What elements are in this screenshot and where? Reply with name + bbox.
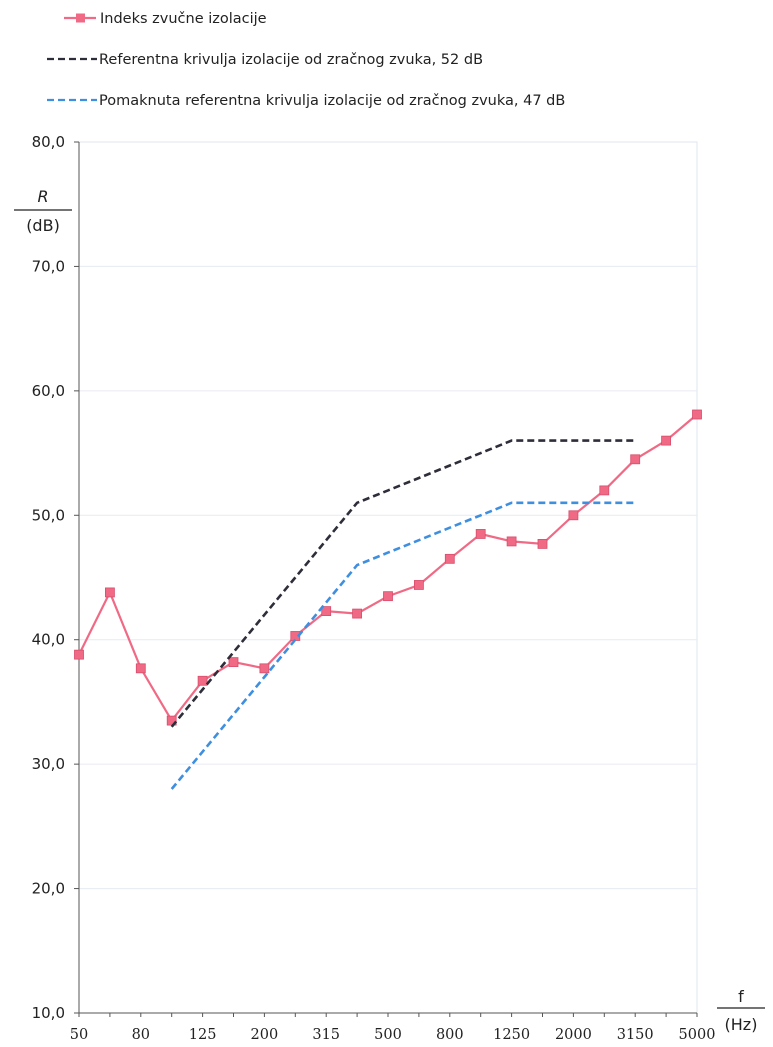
y-tick-label: 60,0	[32, 382, 65, 400]
data-point	[228, 657, 239, 668]
legend: Indeks zvučne izolacije Referentna krivul…	[47, 11, 565, 109]
x-tick-label: 200	[251, 1027, 279, 1043]
y-tick-label: 30,0	[32, 755, 65, 773]
x-tick-label: 800	[436, 1027, 464, 1043]
series-line-1	[170, 439, 636, 728]
plot-frame	[78, 141, 698, 1014]
x-axis-unit: (Hz)	[725, 1015, 758, 1034]
y-tick-label: 20,0	[32, 880, 65, 898]
data-point	[383, 591, 393, 602]
legend-marker-0	[76, 13, 85, 23]
grid	[78, 141, 698, 1014]
x-tick-label: 3150	[617, 1027, 654, 1043]
series-line-0	[78, 413, 698, 723]
y-axis-unit: (dB)	[26, 216, 60, 235]
x-tick-label: 125	[189, 1027, 217, 1043]
x-tick-label: 80	[132, 1027, 150, 1043]
data-point	[692, 409, 702, 420]
axis-labels: R (dB) f (Hz)	[14, 187, 765, 1034]
x-axis-symbol: f	[738, 987, 744, 1006]
y-tick-label: 80,0	[32, 133, 65, 151]
x-tick-label: 5000	[679, 1027, 716, 1043]
data-point	[630, 454, 641, 465]
data-point	[135, 663, 146, 674]
axes: 10,0 20,0 30,0 40,0 50,0 60,0 70,0 80,0 50 80 125 2…	[32, 133, 716, 1043]
y-tick-label: 10,0	[32, 1004, 65, 1022]
x-tick-label: 500	[374, 1027, 402, 1043]
data-point	[105, 587, 115, 598]
data-point	[537, 539, 548, 549]
y-tick-label: 40,0	[32, 631, 65, 649]
y-axis-symbol: R	[37, 187, 48, 206]
data-point	[352, 608, 363, 619]
legend-label-0: Indeks zvučne izolacije	[100, 11, 267, 27]
data-point	[661, 435, 671, 446]
series-layer	[74, 409, 702, 790]
y-tick-label: 70,0	[32, 257, 65, 275]
data-point	[413, 580, 424, 590]
legend-label-2: Pomaknuta referentna krivulja izolacije …	[99, 93, 565, 109]
x-tick-label: 2000	[555, 1027, 592, 1043]
data-point	[74, 649, 84, 660]
data-point	[475, 529, 486, 539]
x-tick-label: 50	[70, 1027, 88, 1043]
series-line-2	[170, 501, 636, 790]
data-point	[506, 536, 517, 547]
y-tick-label: 50,0	[32, 506, 65, 524]
data-point	[444, 553, 455, 564]
data-point	[321, 606, 332, 616]
data-point	[568, 510, 579, 521]
data-point	[599, 485, 610, 496]
data-point	[197, 675, 208, 686]
legend-label-1: Referentna krivulja izolacije od zračnog…	[99, 52, 483, 68]
x-tick-label: 1250	[493, 1027, 530, 1043]
data-point	[259, 663, 270, 674]
x-tick-label: 315	[312, 1027, 340, 1043]
